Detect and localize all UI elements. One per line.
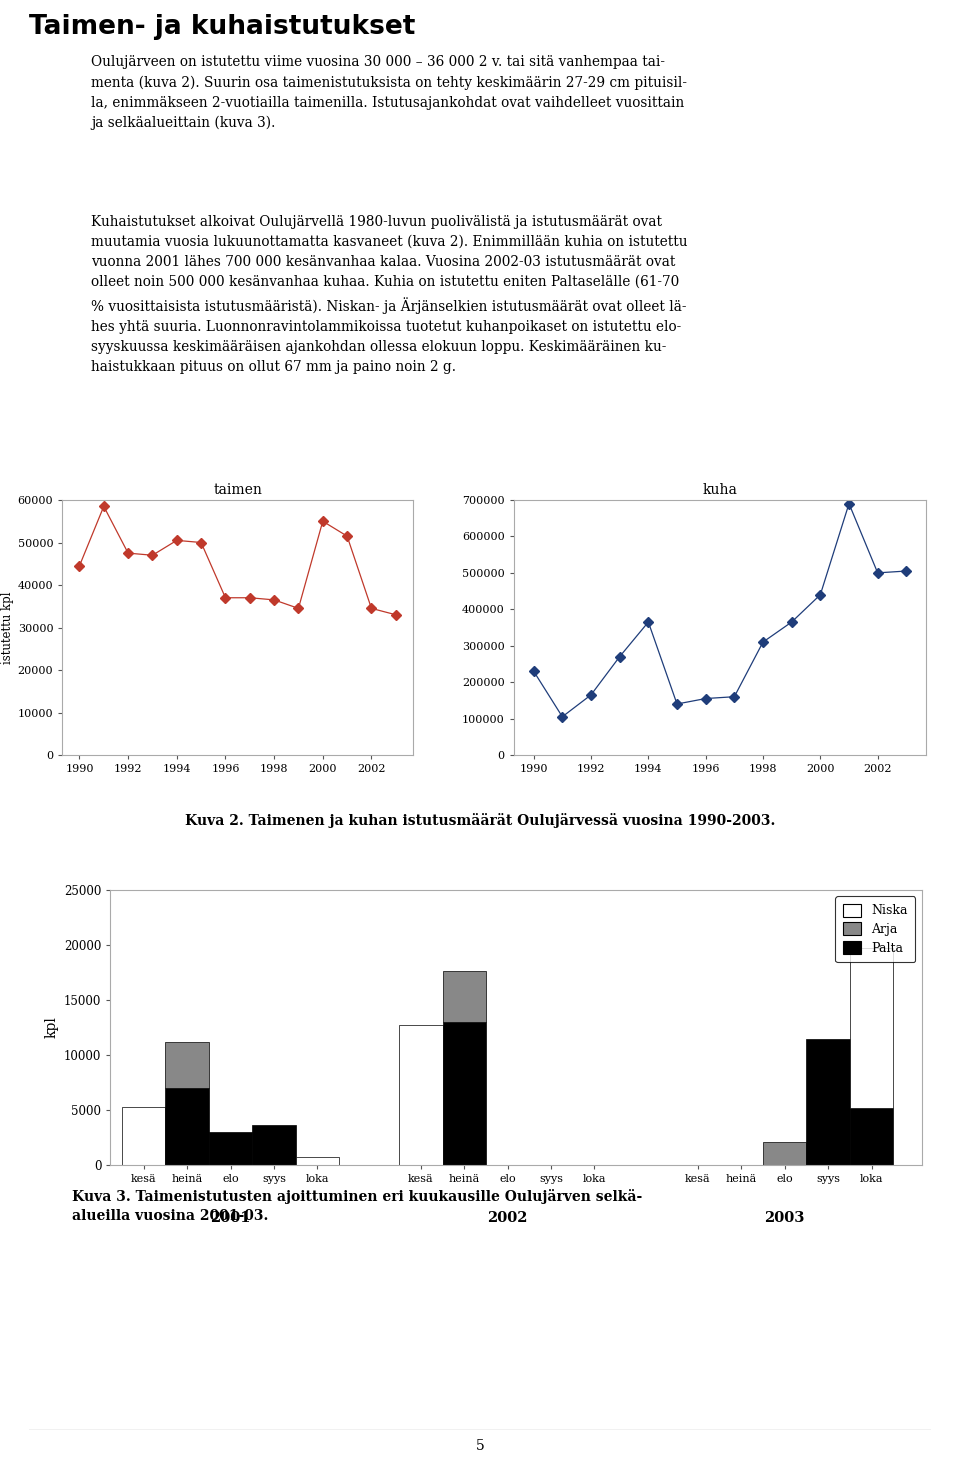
Bar (122, 1107, 165, 1165)
Bar (209, 1132, 252, 1165)
Text: Kuhaistutukset alkoivat Oulujärvellä 1980-luvun puolivälistä ja istutusmäärät ov: Kuhaistutukset alkoivat Oulujärvellä 198… (91, 215, 687, 374)
Bar (399, 1025, 443, 1165)
Bar (763, 1142, 806, 1165)
Text: 2003: 2003 (764, 1211, 804, 1225)
Text: 2001: 2001 (210, 1211, 251, 1225)
Legend: Niska, Arja, Palta: Niska, Arja, Palta (835, 896, 915, 962)
Bar (850, 1108, 893, 1165)
Title: kuha: kuha (703, 484, 737, 497)
Text: Kuva 3. Taimenistutusten ajoittuminen eri kuukausille Oulujärven selkä-
alueilla: Kuva 3. Taimenistutusten ajoittuminen er… (72, 1189, 642, 1224)
Bar (165, 1042, 209, 1088)
Bar (806, 1038, 850, 1165)
Y-axis label: istutettu kpl: istutettu kpl (1, 591, 13, 664)
Title: taimen: taimen (213, 484, 262, 497)
Text: Oulujärveen on istutettu viime vuosina 30 000 – 36 000 2 v. tai sitä vanhempaa t: Oulujärveen on istutettu viime vuosina 3… (91, 56, 687, 130)
Text: 2002: 2002 (488, 1211, 528, 1225)
Bar (165, 1088, 209, 1165)
Bar (443, 1022, 486, 1165)
Bar (252, 1126, 296, 1165)
Text: Taimen- ja kuhaistutukset: Taimen- ja kuhaistutukset (29, 15, 415, 41)
Bar (443, 971, 486, 1022)
Text: 5: 5 (475, 1439, 485, 1453)
Y-axis label: kpl: kpl (44, 1016, 59, 1038)
Bar (850, 949, 893, 1108)
Text: Kuva 2. Taimenen ja kuhan istutusmäärät Oulujärvessä vuosina 1990-2003.: Kuva 2. Taimenen ja kuhan istutusmäärät … (185, 813, 775, 827)
Bar (296, 1158, 339, 1165)
